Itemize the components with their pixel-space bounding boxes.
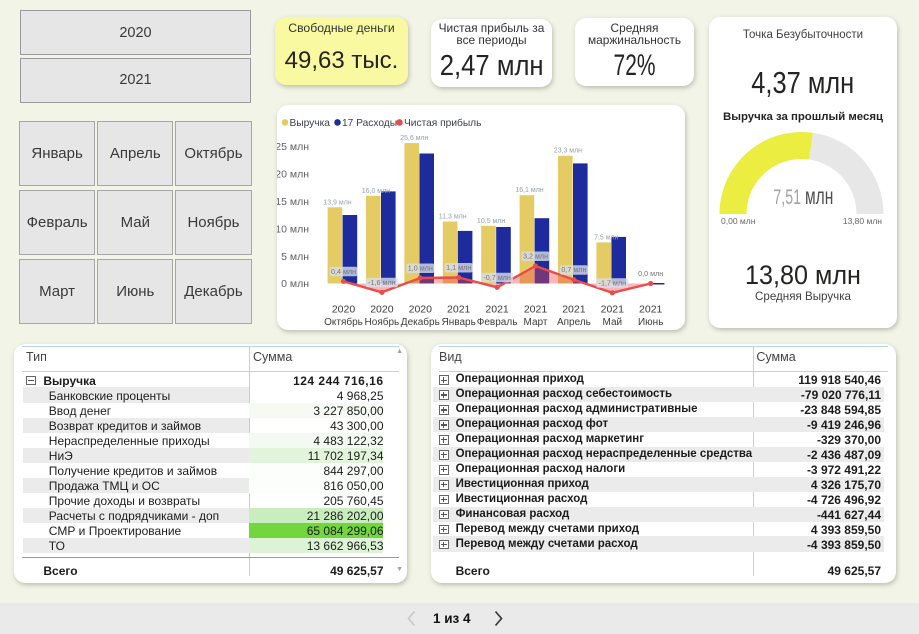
svg-text:Декабрь: Декабрь [401,316,440,328]
svg-text:17 Расходы: 17 Расходы [342,118,397,129]
svg-text:Май: Май [603,317,623,328]
svg-text:25,6 млн: 25,6 млн [400,135,428,142]
svg-text:23,3 млн: 23,3 млн [554,148,582,155]
svg-text:13,9 млн: 13,9 млн [323,199,351,206]
svg-text:16,1 млн: 16,1 млн [515,187,543,194]
svg-text:Выручка: Выручка [290,118,331,129]
svg-text:Чистая прибыль: Чистая прибыль [404,117,481,129]
svg-text:0,0 млн: 0,0 млн [638,269,663,278]
svg-text:16,0 млн: 16,0 млн [362,188,390,195]
svg-text:2021: 2021 [639,304,663,316]
svg-text:-0,7 млн: -0,7 млн [483,273,511,282]
svg-text:1,1 млн: 1,1 млн [446,263,471,272]
svg-text:0 млн: 0 млн [281,278,309,290]
svg-text:Апрель: Апрель [557,317,591,328]
svg-text:25 млн: 25 млн [277,141,309,153]
svg-text:2020: 2020 [370,304,394,316]
svg-text:2021: 2021 [485,304,509,316]
svg-text:Февраль: Февраль [477,317,518,328]
svg-text:Июнь: Июнь [638,317,663,328]
svg-text:2021: 2021 [601,304,625,316]
svg-text:Январь: Январь [442,317,476,328]
svg-text:-1,6 млн: -1,6 млн [368,278,396,287]
svg-text:20 млн: 20 млн [277,169,309,181]
svg-text:Ноябрь: Ноябрь [365,316,400,328]
svg-text:3,2 млн: 3,2 млн [523,252,548,261]
svg-text:15 млн: 15 млн [277,196,309,208]
svg-text:Октябрь: Октябрь [324,316,363,328]
svg-text:1,0 млн: 1,0 млн [408,264,433,273]
svg-text:0,4 млн: 0,4 млн [331,267,356,276]
svg-text:7,5 млн: 7,5 млн [594,234,619,241]
svg-text:2021: 2021 [447,304,471,316]
svg-text:2021: 2021 [562,304,586,316]
svg-text:10,5 млн: 10,5 млн [477,218,505,225]
svg-text:10 млн: 10 млн [277,223,309,235]
svg-text:2020: 2020 [409,304,433,316]
svg-text:0,7 млн: 0,7 млн [561,265,586,274]
svg-text:-1,7 млн: -1,7 млн [599,278,627,287]
svg-text:2020: 2020 [332,304,356,316]
svg-text:Март: Март [524,317,548,328]
svg-text:11,3 млн: 11,3 млн [439,214,467,221]
svg-text:5 млн: 5 млн [281,251,309,263]
svg-text:2021: 2021 [524,304,548,316]
